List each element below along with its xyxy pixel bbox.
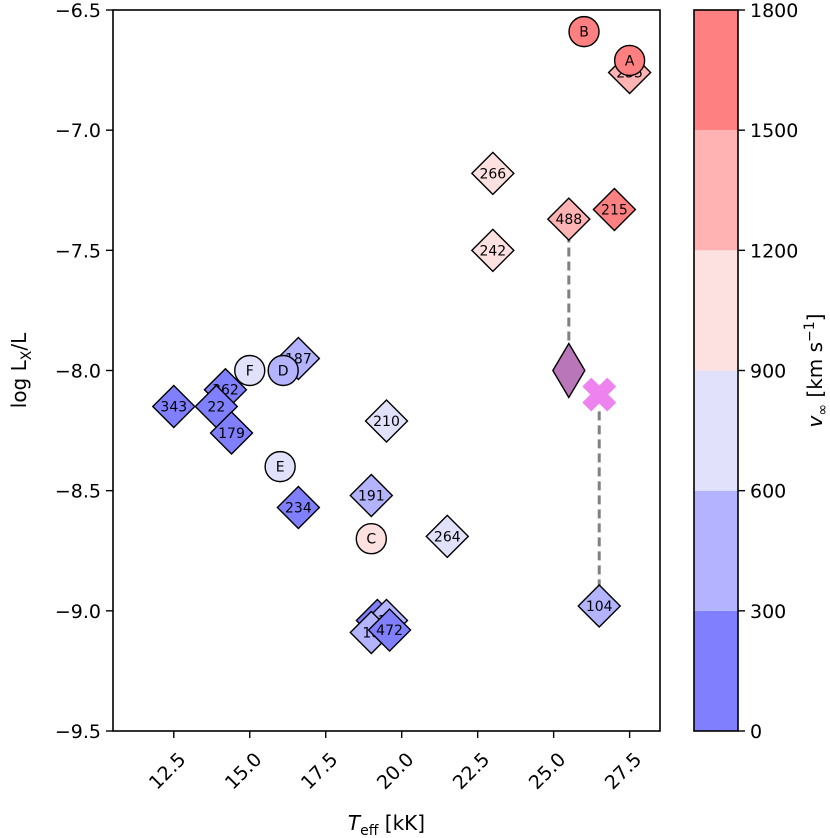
circle-label: B [579, 25, 589, 41]
circle-label: E [276, 460, 285, 476]
circle-label: A [625, 53, 635, 69]
diamond-label: 191 [358, 488, 385, 504]
colorbar-bin [694, 10, 738, 131]
y-tick-label: −8.5 [55, 481, 101, 503]
special-diamond-marker [552, 342, 586, 399]
colorbar-tick-label: 1800 [750, 0, 798, 22]
plot-area: 3433622217918723421019126419184721042662… [112, 9, 661, 732]
colorbar-frame [693, 9, 739, 732]
x-tick-label: 12.5 [145, 749, 190, 794]
colorbar-tick-label: 1200 [750, 240, 798, 262]
diamond-marker [546, 197, 591, 242]
colorbar-bin [694, 130, 738, 251]
colorbar-bin [694, 250, 738, 371]
colorbar-label-sup: −1 [802, 321, 818, 342]
y-tick-label: −7.0 [55, 120, 101, 142]
diamond-label: 488 [555, 212, 582, 228]
circle-marker [267, 354, 299, 387]
y-tick-label: −7.5 [55, 240, 101, 262]
diamond-label: 210 [373, 414, 400, 430]
y-tick-label: −9.0 [55, 601, 101, 623]
diamond-label: 179 [218, 426, 245, 442]
diamond-marker [367, 608, 412, 653]
diamond-label: 266 [479, 166, 506, 182]
diamond-marker [209, 410, 254, 455]
colorbar-label-main: v [803, 414, 827, 427]
diamond-label: 234 [285, 500, 312, 516]
diamond-marker [470, 228, 515, 273]
circle-marker [613, 44, 646, 77]
cross-marker [580, 375, 619, 414]
colorbar-label-sub: ∞ [815, 404, 830, 416]
x-tick-label: 22.5 [449, 749, 494, 794]
diamond-label: 343 [160, 400, 187, 416]
diamond-label: 264 [434, 529, 461, 545]
circle-marker [264, 450, 296, 483]
x-tick-label: 25.0 [525, 749, 570, 794]
markers: 3433622217918723421019126419184721042662… [151, 15, 652, 655]
colorbar-bin [694, 490, 738, 611]
diamond-label: 22 [207, 400, 225, 416]
y-axis: −6.5 −7.0 −7.5 −8.0 −8.5 −9.0 −9.5 [55, 0, 113, 743]
colorbar-tick-label: 0 [750, 721, 762, 743]
colorbar-bin [694, 370, 738, 491]
diamond-label: 242 [479, 243, 506, 259]
circle-marker [234, 354, 266, 387]
y-axis-label: log LX/L [7, 332, 35, 408]
diamond-marker [470, 151, 515, 196]
colorbar-tick-label: 1500 [750, 120, 798, 142]
circle-label: D [278, 364, 289, 380]
circle-label: C [366, 532, 376, 548]
y-tick-label: −9.5 [55, 721, 101, 743]
x-axis-label-sub: eff [360, 823, 379, 838]
x-axis-label-main: T [348, 811, 362, 835]
circle-marker [355, 523, 388, 555]
x-axis: 12.5 15.0 17.5 20.0 22.5 25.0 27.5 [145, 731, 646, 794]
y-axis-label-main: log L [7, 359, 31, 408]
diamond-label: 472 [376, 623, 403, 639]
y-tick-label: −8.0 [55, 361, 101, 383]
diamond-marker [349, 473, 394, 518]
x-axis-label-unit: [kK] [378, 811, 425, 835]
diamond-marker [592, 187, 637, 232]
diamond-label: 215 [601, 202, 628, 218]
x-axis-label: Teff [kK] [348, 811, 425, 838]
dashed-links [567, 233, 601, 587]
colorbar-bin [694, 610, 738, 731]
colorbar-tick-label: 300 [750, 601, 786, 623]
diamond-marker [577, 584, 622, 629]
circle-marker [568, 15, 600, 48]
colorbar-bins [694, 10, 738, 731]
y-axis-label-tail: /L [7, 332, 31, 351]
diamond-marker [364, 398, 409, 443]
colorbar-tick-label: 900 [750, 361, 786, 383]
y-axis-label-sub: X [19, 350, 35, 360]
diamond-marker [425, 514, 470, 559]
x-tick-label: 27.5 [601, 749, 646, 794]
colorbar-tick-label: 600 [750, 481, 786, 503]
diamond-label: 104 [586, 599, 613, 615]
circle-label: F [246, 364, 254, 380]
diamond-marker [276, 485, 321, 530]
colorbar-label-unit: [km s [803, 342, 827, 404]
colorbar-label-close: ] [803, 314, 827, 322]
x-tick-label: 20.0 [373, 749, 418, 794]
x-tick-label: 17.5 [297, 749, 342, 794]
colorbar-ticks: 0 300 600 900 1200 1500 1800 [738, 0, 798, 743]
y-tick-label: −6.5 [55, 0, 101, 22]
diamond-marker [151, 384, 196, 429]
colorbar-label: v∞ [km s−1] [802, 314, 830, 428]
x-tick-label: 15.0 [221, 749, 266, 794]
colorbar: 0 300 600 900 1200 1500 1800 [693, 0, 798, 743]
